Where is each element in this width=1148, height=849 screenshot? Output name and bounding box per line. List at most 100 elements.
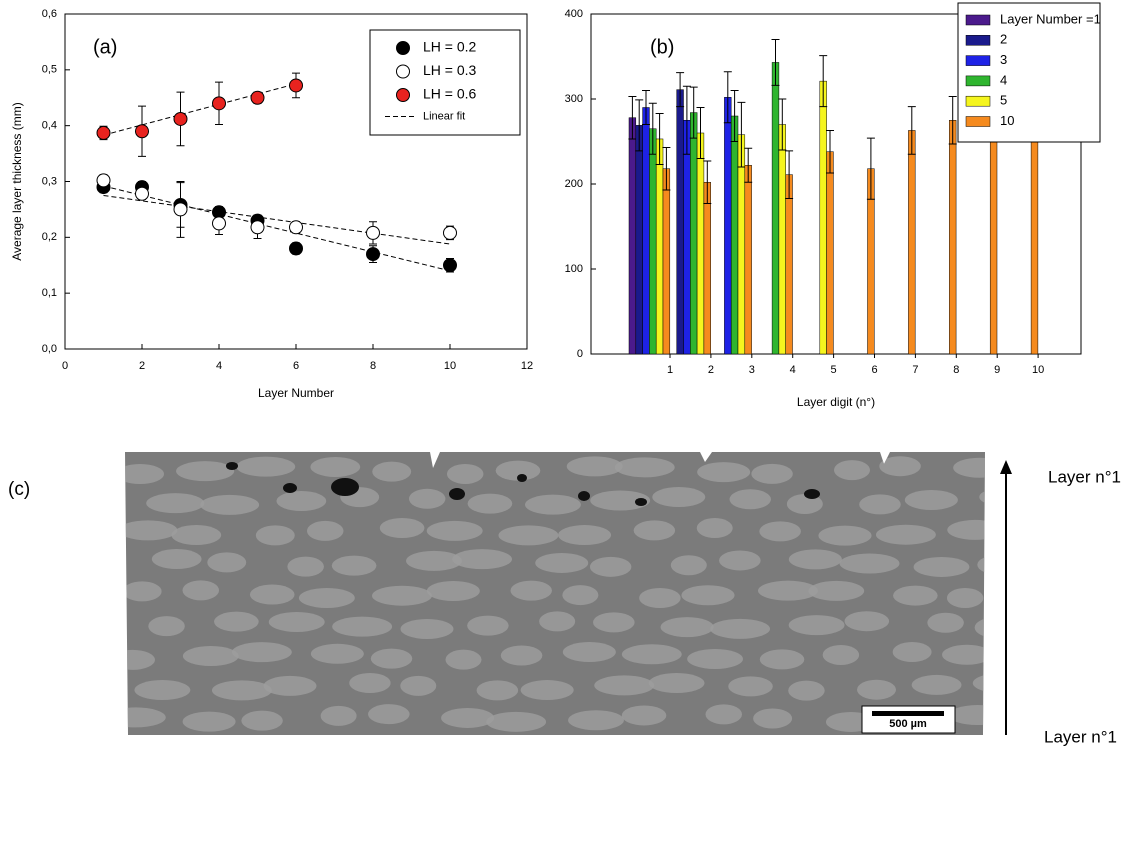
- legend-label: 5: [1000, 93, 1007, 108]
- texture-blob: [614, 457, 675, 478]
- marker: [135, 186, 149, 201]
- legend-label: LH = 0.6: [423, 86, 477, 102]
- texture-blob: [539, 611, 576, 632]
- bar: [744, 165, 752, 355]
- texture-blob: [757, 580, 818, 601]
- texture-blob: [207, 552, 247, 573]
- texture-blob: [728, 676, 773, 697]
- texture-blob: [833, 460, 870, 481]
- texture-blob: [182, 580, 220, 601]
- texture-blob: [729, 489, 771, 510]
- texture-blob: [590, 490, 651, 511]
- texture-blob: [753, 708, 793, 729]
- y-axis-title: Average layer thickness (mm): [10, 102, 24, 261]
- texture-blob: [639, 587, 681, 608]
- texture-blob: [892, 642, 932, 663]
- marker: [135, 124, 149, 139]
- x-tick-label: 3: [749, 364, 755, 376]
- texture-blob: [710, 618, 771, 639]
- legend-label: 3: [1000, 52, 1007, 67]
- texture-blob: [652, 487, 706, 508]
- texture-blob: [200, 494, 260, 515]
- texture-blob: [148, 616, 185, 637]
- legend-swatch: [965, 55, 991, 66]
- texture-blob: [788, 680, 825, 701]
- legend-label: 10: [1000, 113, 1014, 128]
- pore: [635, 498, 647, 506]
- x-tick-label: 5: [831, 364, 837, 376]
- error-bar: [730, 90, 739, 142]
- error-bar: [778, 98, 787, 151]
- y-tick-label: 400: [565, 8, 583, 20]
- x-tick-label: 2: [708, 364, 714, 376]
- texture-blob: [562, 585, 599, 606]
- texture-blob: [171, 525, 222, 546]
- texture-blob: [426, 520, 483, 541]
- bar: [949, 120, 957, 355]
- y-tick-label: 0,0: [42, 343, 57, 355]
- texture-blob: [822, 644, 860, 665]
- error-bar: [785, 150, 794, 199]
- arrow-head: [1000, 460, 1012, 474]
- marker: [289, 78, 303, 93]
- texture-blob: [125, 520, 178, 541]
- legend-label: Linear fit: [423, 110, 465, 122]
- texture-blob: [947, 519, 985, 540]
- texture-blob: [875, 524, 936, 545]
- texture-blob: [486, 711, 547, 732]
- error-bar: [676, 72, 685, 108]
- bar: [635, 125, 643, 355]
- y-tick-label: 0,6: [42, 8, 57, 20]
- texture-blob: [125, 707, 166, 728]
- bar: [649, 128, 657, 355]
- bar: [730, 115, 739, 355]
- texture-blob: [236, 456, 296, 477]
- pore: [449, 488, 465, 500]
- texture-blob: [176, 461, 235, 482]
- pore: [517, 474, 527, 482]
- texture-blob: [332, 616, 393, 637]
- texture-blob: [368, 704, 410, 725]
- texture-blob: [310, 643, 364, 664]
- x-tick-label: 8: [370, 360, 376, 372]
- texture-blob: [263, 675, 317, 696]
- error-bar: [648, 102, 657, 155]
- texture-blob: [306, 520, 344, 541]
- scale-bar: [872, 711, 944, 716]
- marker: [173, 111, 188, 126]
- error-bar: [771, 39, 780, 86]
- marker: [443, 258, 457, 273]
- texture-blob: [759, 521, 801, 542]
- texture-blob: [287, 556, 324, 577]
- texture-blob: [406, 550, 462, 571]
- texture-blob: [446, 463, 484, 484]
- texture-blob: [249, 584, 295, 605]
- bar: [642, 107, 650, 355]
- marker: [443, 225, 457, 240]
- x-axis-title: Layer digit (n°): [797, 395, 875, 409]
- texture-blob: [441, 707, 495, 728]
- pore: [804, 489, 820, 499]
- legend-label: LH = 0.3: [423, 62, 477, 78]
- texture-blob: [372, 585, 432, 606]
- texture-blob: [558, 525, 612, 546]
- legend-swatch: [965, 116, 991, 127]
- texture-blob: [648, 673, 705, 694]
- texture-blob: [977, 554, 985, 575]
- x-tick-label: 12: [521, 360, 533, 372]
- pore: [578, 491, 590, 501]
- bar: [683, 120, 691, 355]
- texture-blob: [349, 673, 391, 694]
- bar: [703, 182, 711, 355]
- texture-blob: [372, 461, 412, 482]
- texture-blob: [310, 456, 361, 477]
- marker: [289, 220, 303, 235]
- texture-blob: [467, 615, 509, 636]
- texture-blob: [566, 456, 623, 477]
- bar: [771, 62, 780, 355]
- legend-label: 2: [1000, 32, 1007, 47]
- error-bar: [948, 95, 957, 145]
- texture-blob: [788, 615, 845, 636]
- scale-bar-label: 500 µm: [889, 718, 927, 730]
